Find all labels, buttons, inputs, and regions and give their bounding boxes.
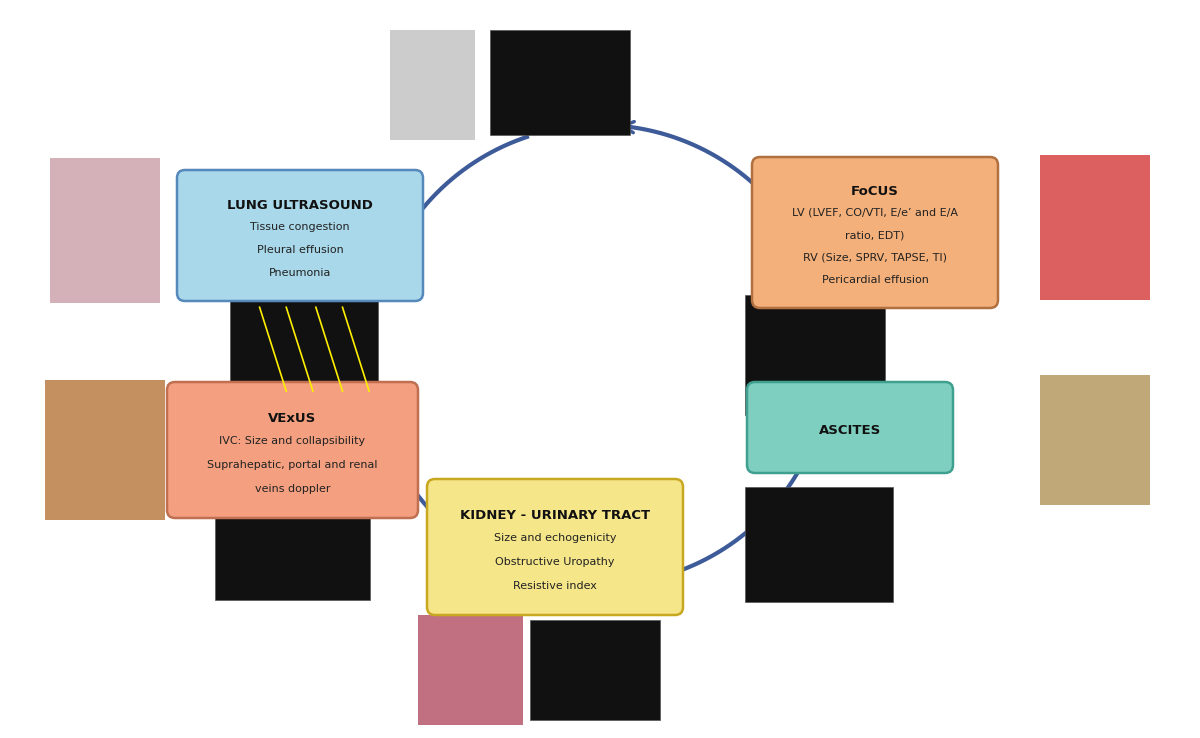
Text: Pericardial effusion: Pericardial effusion [822, 275, 929, 286]
Bar [230, 290, 378, 405]
Bar [418, 615, 523, 725]
Text: LUNG ULTRASOUND: LUNG ULTRASOUND [227, 199, 373, 212]
Bar [1040, 155, 1150, 300]
FancyBboxPatch shape [746, 382, 953, 473]
Bar [745, 295, 886, 415]
Text: Resistive index: Resistive index [514, 581, 596, 590]
Bar [490, 30, 630, 135]
Text: Obstructive Uropathy: Obstructive Uropathy [496, 556, 614, 567]
Bar [390, 30, 475, 140]
Bar [50, 158, 160, 303]
Bar [215, 490, 370, 600]
Text: VExUS: VExUS [269, 412, 317, 424]
Text: Pleural effusion: Pleural effusion [257, 245, 343, 255]
FancyBboxPatch shape [752, 157, 998, 308]
Text: FoCUS: FoCUS [851, 185, 899, 199]
FancyBboxPatch shape [167, 382, 418, 518]
Text: veins doppler: veins doppler [254, 483, 330, 494]
Text: Suprahepatic, portal and renal: Suprahepatic, portal and renal [208, 460, 378, 469]
Text: IVC: Size and collapsibility: IVC: Size and collapsibility [220, 435, 366, 446]
Bar [46, 380, 166, 520]
Text: ASCITES: ASCITES [818, 424, 881, 437]
Text: KIDNEY - URINARY TRACT: KIDNEY - URINARY TRACT [460, 508, 650, 522]
Text: Size and echogenicity: Size and echogenicity [493, 533, 617, 542]
Bar [530, 620, 660, 720]
FancyBboxPatch shape [178, 170, 424, 301]
FancyBboxPatch shape [427, 479, 683, 615]
Text: LV (LVEF, CO/VTI, E/e’ and E/A: LV (LVEF, CO/VTI, E/e’ and E/A [792, 208, 958, 218]
Text: ratio, EDT): ratio, EDT) [845, 230, 905, 241]
Text: Tissue congestion: Tissue congestion [250, 221, 350, 232]
Text: Pneumonia: Pneumonia [269, 268, 331, 277]
Bar [745, 487, 893, 602]
Bar [1040, 375, 1150, 505]
Text: RV (Size, SPRV, TAPSE, TI): RV (Size, SPRV, TAPSE, TI) [803, 252, 947, 263]
